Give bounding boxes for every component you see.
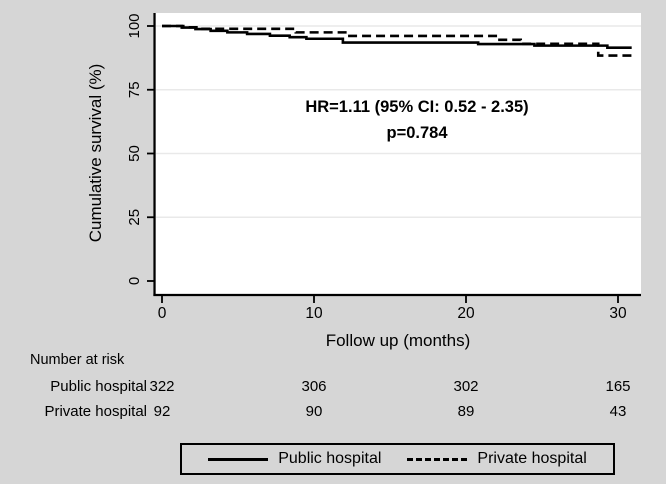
- y-tick-label: 75: [126, 81, 143, 98]
- risk-count: 306: [301, 378, 327, 395]
- y-tick-label: 50: [126, 145, 143, 162]
- legend-label-public: Public hospital: [278, 450, 382, 467]
- risk-row-label: Private hospital: [44, 403, 147, 420]
- risk-table-title: Number at risk: [30, 352, 125, 368]
- y-tick-label: 25: [126, 209, 143, 226]
- survival-curves: [162, 24, 632, 57]
- risk-count: 89: [457, 403, 475, 420]
- x-axis-title: Follow up (months): [325, 331, 471, 350]
- legend-item-public: Public hospital: [208, 450, 381, 468]
- risk-count: 302: [453, 378, 479, 395]
- p-value-text: p=0.784: [386, 124, 448, 142]
- risk-count: 92: [153, 403, 171, 420]
- risk-count: 165: [605, 378, 631, 395]
- legend-item-private: Private hospital: [407, 450, 587, 468]
- stats-annotation: HR=1.11 (95% CI: 0.52 - 2.35) p=0.784: [305, 94, 528, 146]
- solid-line-sample-icon: [208, 457, 269, 461]
- x-tick-label: 0: [158, 305, 167, 322]
- x-tick-label: 10: [305, 305, 323, 322]
- gridlines: [156, 25, 641, 219]
- y-tick-label: 100: [126, 13, 143, 38]
- dashed-line-sample-icon: [407, 457, 468, 461]
- survival-curve-private: [162, 24, 632, 57]
- x-tick-label: 20: [457, 305, 475, 322]
- risk-count: 90: [305, 403, 323, 420]
- legend-label-private: Private hospital: [477, 450, 587, 467]
- risk-count: 43: [609, 403, 627, 420]
- hazard-ratio-text: HR=1.11 (95% CI: 0.52 - 2.35): [305, 98, 529, 116]
- y-tick-label: 0: [126, 277, 143, 285]
- legend-box: Public hospital Private hospital: [180, 443, 615, 475]
- y-axis-title: Cumulative survival (%): [86, 63, 105, 243]
- x-axis-ticks: 0 10 20 30: [158, 296, 627, 322]
- y-axis-ticks: 0 25 50 75 100: [126, 13, 154, 285]
- risk-row-label: Public hospital: [50, 378, 147, 395]
- risk-count: 322: [149, 378, 175, 395]
- x-tick-label: 30: [609, 305, 627, 322]
